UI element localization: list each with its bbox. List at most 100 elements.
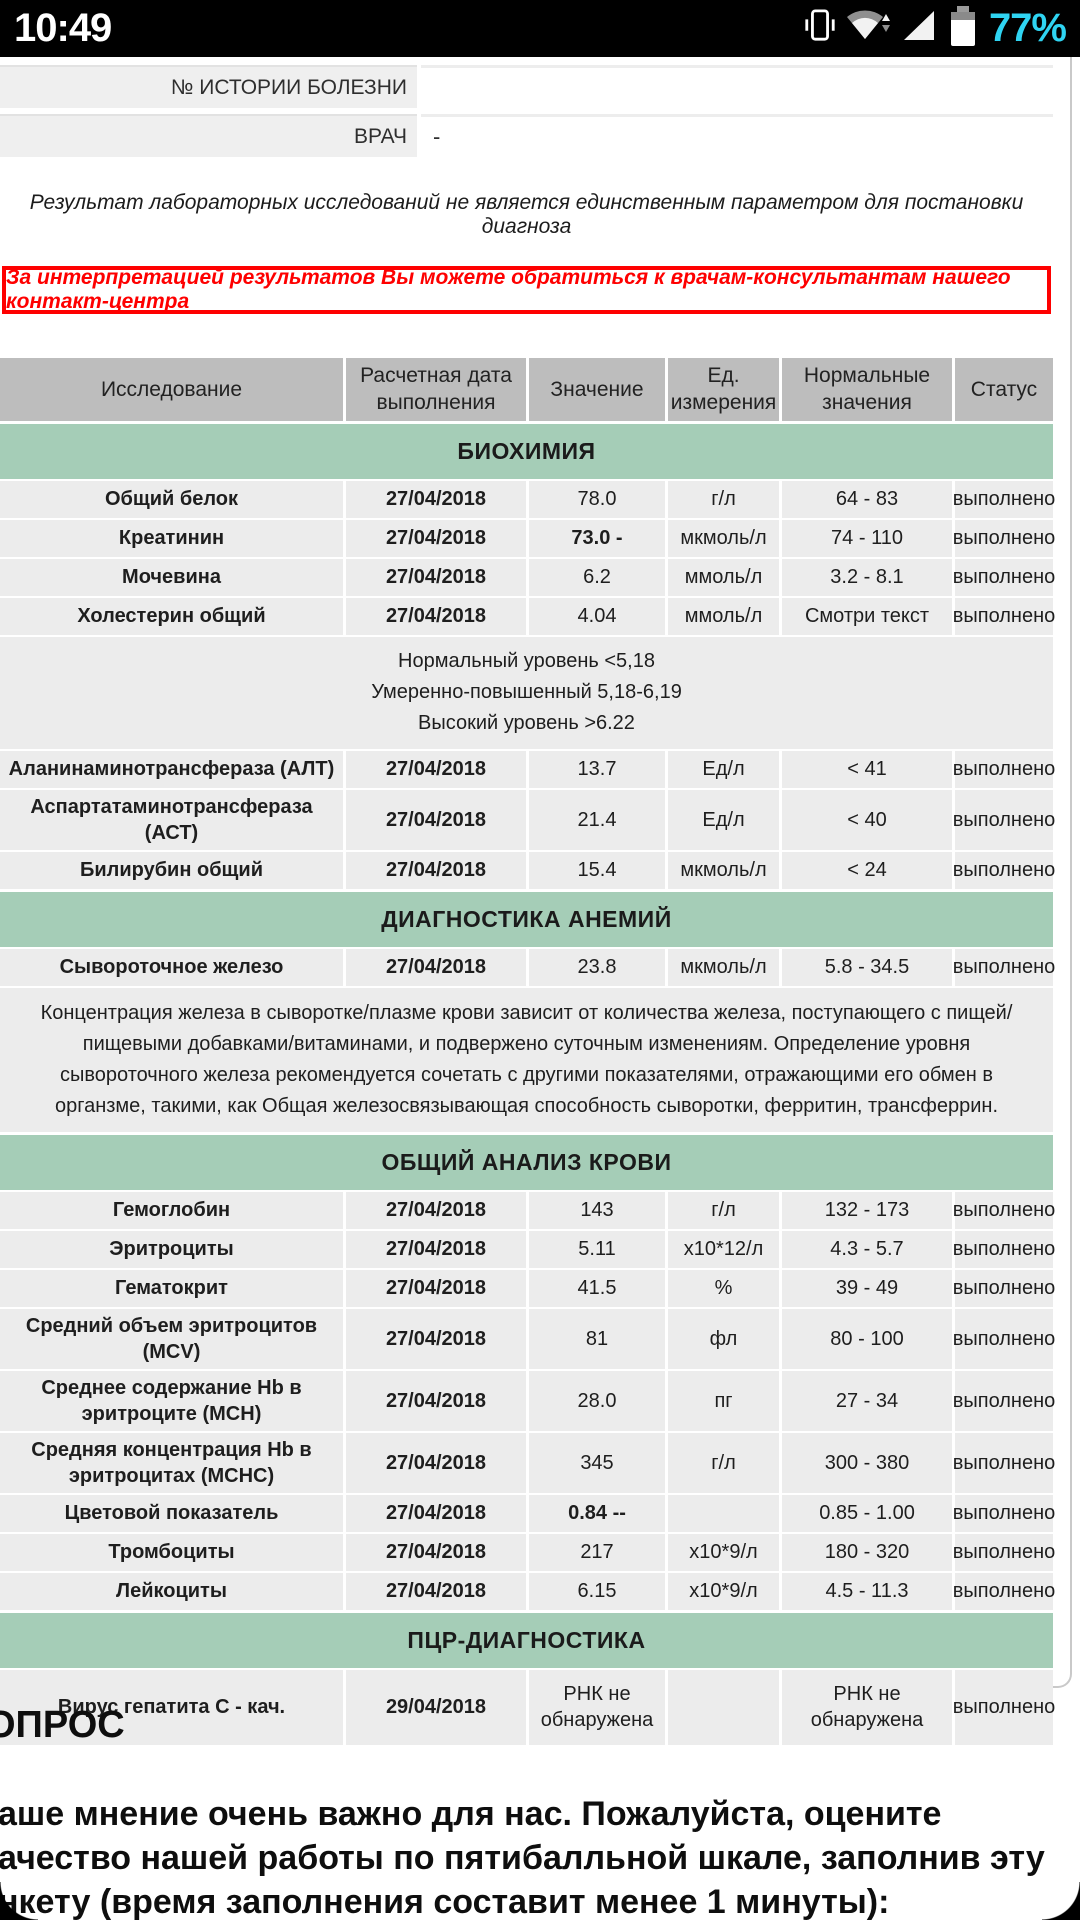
cell-test-name: Общий белок: [0, 480, 343, 518]
cell-normal-range: 39 - 49: [782, 1269, 952, 1307]
document-page[interactable]: № ИСТОРИИ БОЛЕЗНИ ВРАЧ - Результат лабор…: [0, 57, 1072, 1745]
cell-normal-range: < 24: [782, 851, 952, 889]
table-row: Мочевина 27/04/2018 6.2 ммоль/л 3.2 - 8.1 вып…: [0, 558, 1055, 596]
battery-icon: [946, 4, 980, 53]
cell-test-name: Средний объем эритроцитов (MCV): [0, 1308, 343, 1369]
cell-unit: мкмоль/л: [668, 519, 779, 557]
battery-percent: 77%: [988, 6, 1067, 50]
cell-normal-range: 74 - 110: [782, 519, 952, 557]
cell-unit: ммоль/л: [668, 597, 779, 635]
cell-unit: х10*9/л: [668, 1533, 779, 1571]
table-row: Аспартатаминотрансфераза (АСТ) 27/04/2018…: [0, 789, 1055, 850]
cell-test-name: Сывороточное железо: [0, 948, 343, 986]
cell-normal-range: Смотри текст: [782, 597, 952, 635]
cell-unit: Ед/л: [668, 750, 779, 788]
table-row: Билирубин общий 27/04/2018 15.4 мкмоль/л < 2…: [0, 851, 1055, 889]
cell-normal-range: < 40: [782, 789, 952, 850]
cell-normal-range: < 41: [782, 750, 952, 788]
table-row: Гемоглобин 27/04/2018 143 г/л 132 - 173 выпол…: [0, 1191, 1055, 1229]
field-value-doctor: -: [421, 114, 1053, 157]
cell-status: выполнено: [953, 1533, 1055, 1571]
header-field-row: № ИСТОРИИ БОЛЕЗНИ: [0, 65, 1053, 108]
cell-date: 27/04/2018: [346, 1191, 526, 1229]
column-header: Исследование: [0, 358, 343, 421]
cell-status: выполнено: [953, 1269, 1055, 1307]
cell-status: выполнено: [953, 1370, 1055, 1431]
cell-unit: ммоль/л: [668, 558, 779, 596]
note-block: Нормальный уровень <5,18 Умеренно-повышен…: [0, 636, 1053, 749]
cell-unit: г/л: [668, 1432, 779, 1493]
section-header: ДИАГНОСТИКА АНЕМИЙ: [0, 891, 1053, 947]
cell-date: 27/04/2018: [346, 1308, 526, 1369]
cell-date: 27/04/2018: [346, 1494, 526, 1532]
cell-unit: Ед/л: [668, 789, 779, 850]
cell-date: 27/04/2018: [346, 1230, 526, 1268]
cell-date: 27/04/2018: [346, 480, 526, 518]
table-row: Креатинин 27/04/2018 73.0 - мкмоль/л 74 - 11…: [0, 519, 1055, 557]
cell-status: выполнено: [953, 1572, 1055, 1610]
cell-value: 28.0: [529, 1370, 665, 1431]
warning-text: За интерпретацией результатов Вы можете …: [6, 266, 1011, 313]
cell-test-name: Холестерин общий: [0, 597, 343, 635]
wifi-icon: [846, 7, 892, 50]
cell-test-name: Креатинин: [0, 519, 343, 557]
cell-status: выполнено: [953, 519, 1055, 557]
cell-date: 27/04/2018: [346, 948, 526, 986]
cell-test-name: Аланинаминотрансфераза (АЛТ): [0, 750, 343, 788]
section-header: ОБЩИЙ АНАЛИЗ КРОВИ: [0, 1134, 1053, 1190]
cell-normal-range: 180 - 320: [782, 1533, 952, 1571]
table-row: Общий белок 27/04/2018 78.0 г/л 64 - 83 выпол…: [0, 480, 1055, 518]
cell-date: 29/04/2018: [346, 1669, 526, 1745]
cell-date: 27/04/2018: [346, 851, 526, 889]
cell-value: 21.4: [529, 789, 665, 850]
section-header: БИОХИМИЯ: [0, 423, 1053, 479]
table-row: Эритроциты 27/04/2018 5.11 х10*12/л 4.3 - 5.…: [0, 1230, 1055, 1268]
cell-test-name: Среднее содержание Hb в эритроците (MCH): [0, 1370, 343, 1431]
cell-value: 6.15: [529, 1572, 665, 1610]
note-line: Высокий уровень >6.22: [418, 712, 635, 735]
cell-date: 27/04/2018: [346, 597, 526, 635]
cell-normal-range: 132 - 173: [782, 1191, 952, 1229]
cell-status: выполнено: [953, 851, 1055, 889]
cell-value: 81: [529, 1308, 665, 1369]
cell-value: 73.0 -: [529, 519, 665, 557]
disclaimer-text: Результат лабораторных исследований не я…: [29, 191, 1024, 238]
column-header: Ед. измерения: [668, 358, 779, 421]
cell-value: РНК не обнаружена: [529, 1669, 665, 1745]
cell-unit: х10*9/л: [668, 1572, 779, 1610]
survey-heading: ОПРОС: [0, 1704, 125, 1746]
note-block: Концентрация железа в сыворотке/плазме к…: [0, 987, 1053, 1132]
column-header: Статус: [955, 358, 1053, 421]
column-header: Расчетная дата выполнения: [346, 358, 526, 421]
cell-value: 6.2: [529, 558, 665, 596]
cell-value: 41.5: [529, 1269, 665, 1307]
cell-unit: пг: [668, 1370, 779, 1431]
column-header: Нормальные значения: [782, 358, 952, 421]
cell-unit: мкмоль/л: [668, 851, 779, 889]
table-row: Средний объем эритроцитов (MCV) 27/04/201…: [0, 1308, 1055, 1369]
cell-value: 345: [529, 1432, 665, 1493]
column-header: Значение: [529, 358, 665, 421]
cell-normal-range: 0.85 - 1.00: [782, 1494, 952, 1532]
cell-value: 0.84 --: [529, 1494, 665, 1532]
cell-status: выполнено: [953, 558, 1055, 596]
cell-test-name: Гемоглобин: [0, 1191, 343, 1229]
cell-status: выполнено: [953, 480, 1055, 518]
cell-unit: г/л: [668, 1191, 779, 1229]
cell-test-name: Тромбоциты: [0, 1533, 343, 1571]
cell-normal-range: 5.8 - 34.5: [782, 948, 952, 986]
cell-date: 27/04/2018: [346, 1269, 526, 1307]
note-paragraph: Концентрация железа в сыворотке/плазме к…: [40, 1001, 1013, 1117]
cell-status: выполнено: [953, 1669, 1055, 1745]
warning-box: За интерпретацией результатов Вы можете …: [2, 266, 1051, 314]
cell-unit: [668, 1494, 779, 1532]
cell-status: выполнено: [953, 789, 1055, 850]
status-icons: 77%: [803, 4, 1067, 53]
cell-date: 27/04/2018: [346, 789, 526, 850]
cell-test-name: Билирубин общий: [0, 851, 343, 889]
table-row: Средняя концентрация Hb в эритроцитах (M…: [0, 1432, 1055, 1493]
table-row: Сывороточное железо 27/04/2018 23.8 мкмоль/…: [0, 948, 1055, 986]
cell-test-name: Вирус гепатита С - кач.: [0, 1669, 343, 1745]
cell-value: 143: [529, 1191, 665, 1229]
